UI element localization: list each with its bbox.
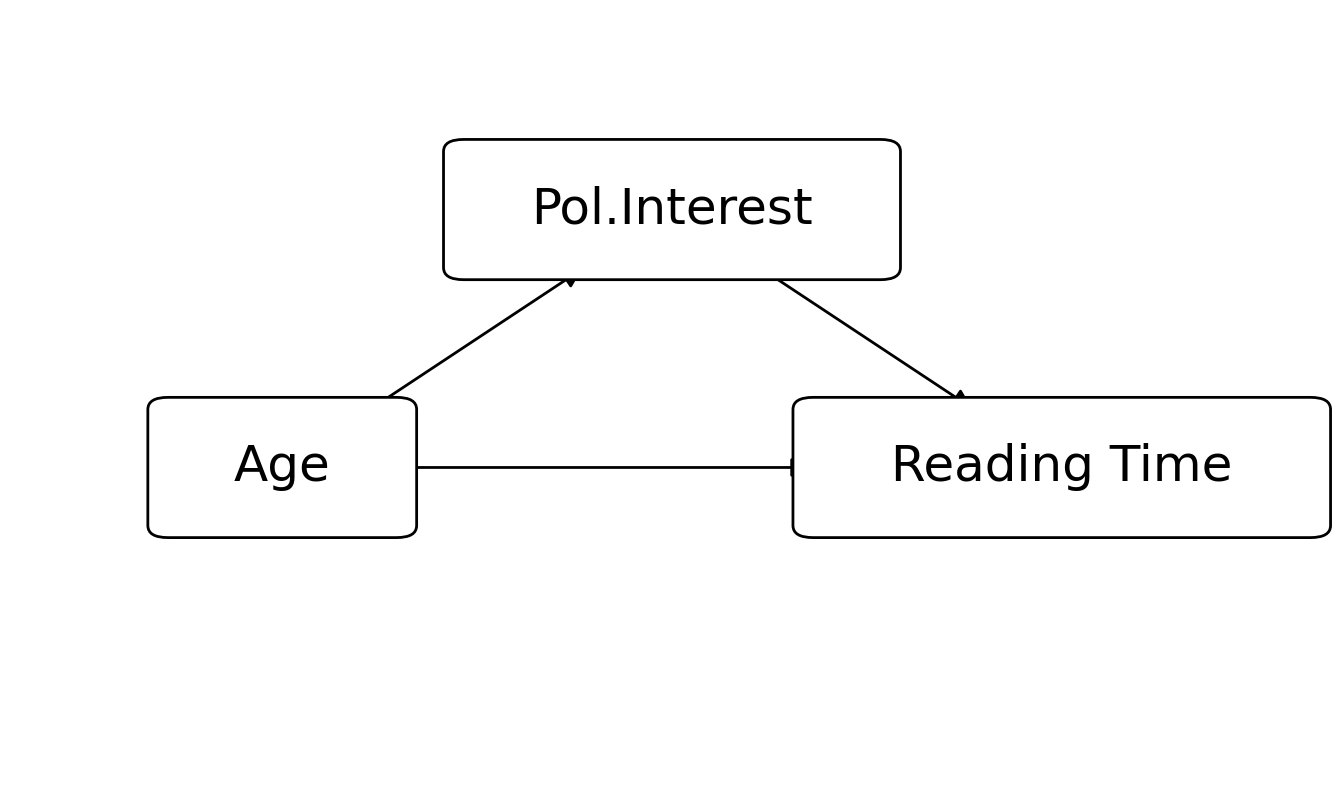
- FancyBboxPatch shape: [793, 397, 1331, 538]
- Text: Reading Time: Reading Time: [891, 443, 1232, 492]
- FancyBboxPatch shape: [148, 397, 417, 538]
- Text: Age: Age: [234, 443, 331, 492]
- FancyBboxPatch shape: [444, 139, 900, 280]
- Text: Pol.Interest: Pol.Interest: [531, 185, 813, 234]
